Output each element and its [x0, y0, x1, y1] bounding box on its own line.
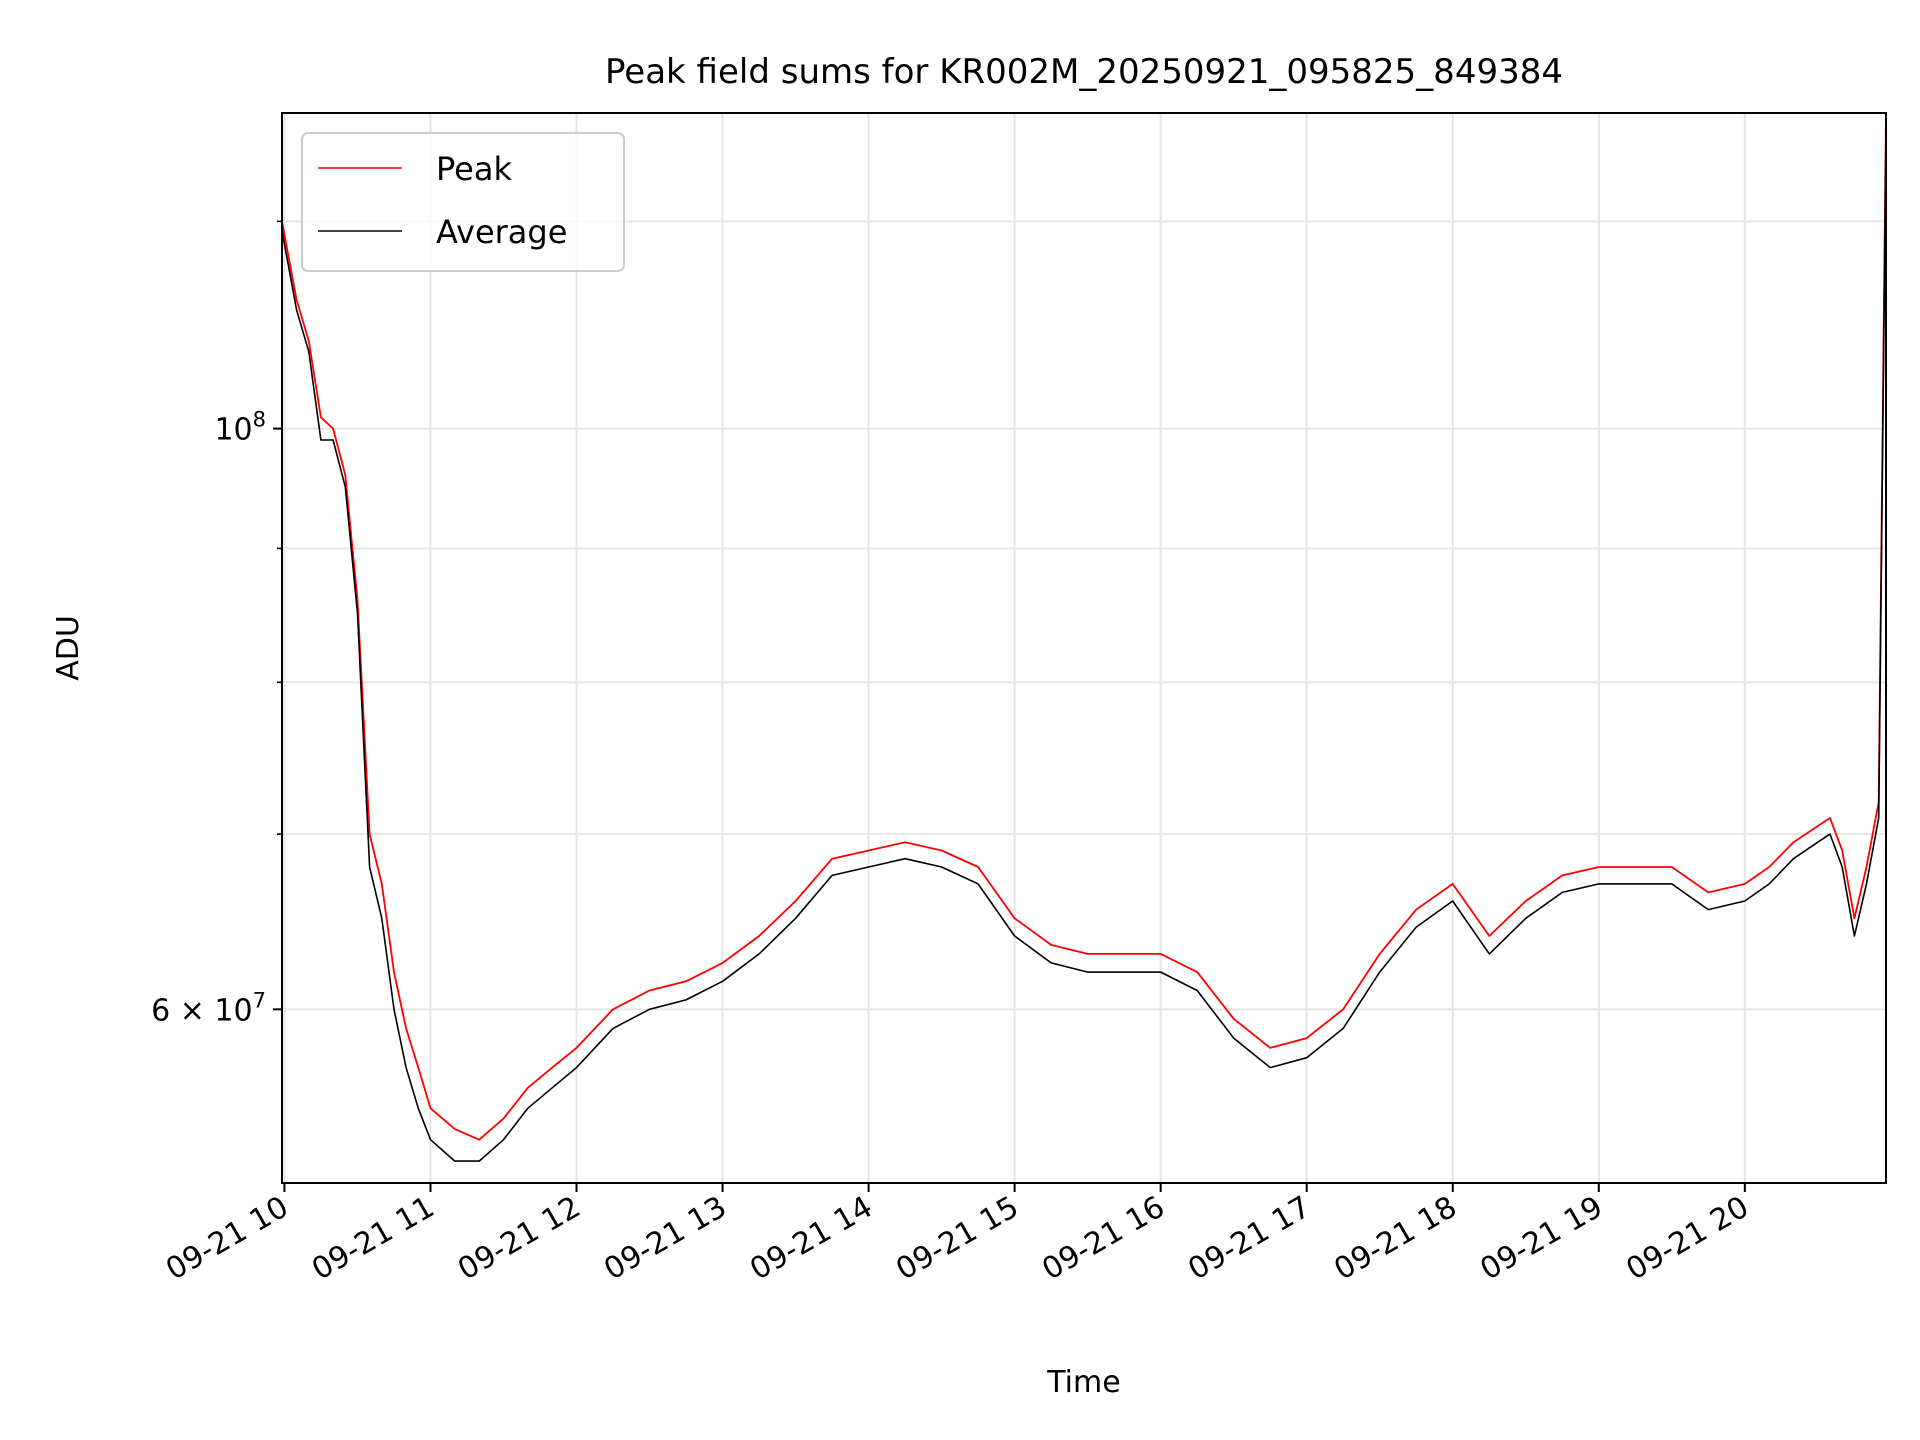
x-axis: 09-21 10 09-21 11 09-21 12 09-21 13 09-21 14… — [160, 1183, 1755, 1287]
x-tick-label: 09-21 17 — [1182, 1190, 1316, 1288]
y-axis: 108 6 × 107 — [151, 220, 282, 1028]
x-tick-label: 09-21 14 — [744, 1190, 878, 1288]
legend-label-peak: Peak — [436, 150, 512, 188]
chart-title: Peak field sums for KR002M_20250921_0958… — [605, 52, 1563, 92]
y-axis-label: ADU — [51, 615, 86, 681]
series-layer — [281, 112, 1887, 1162]
x-tick-label: 09-21 16 — [1036, 1190, 1170, 1288]
x-axis-label: Time — [1046, 1365, 1120, 1400]
legend: Peak Average — [301, 132, 625, 272]
x-tick-label: 09-21 10 — [160, 1190, 294, 1288]
x-tick-label: 09-21 19 — [1474, 1190, 1608, 1288]
x-tick-label: 09-21 15 — [890, 1190, 1024, 1288]
plot-frame — [281, 112, 1887, 1184]
x-tick-label: 09-21 12 — [452, 1190, 586, 1288]
x-tick-label: 09-21 20 — [1621, 1190, 1755, 1288]
y-tick-label: 6 × 107 — [151, 988, 266, 1028]
series-line-average — [281, 130, 1887, 1162]
series-line-peak — [281, 112, 1887, 1141]
grid — [282, 113, 1886, 1183]
x-tick-label: 09-21 11 — [306, 1190, 440, 1288]
legend-label-average: Average — [436, 213, 567, 251]
y-tick-label: 108 — [214, 408, 266, 448]
x-tick-label: 09-21 18 — [1328, 1190, 1462, 1288]
x-tick-label: 09-21 13 — [598, 1190, 732, 1288]
